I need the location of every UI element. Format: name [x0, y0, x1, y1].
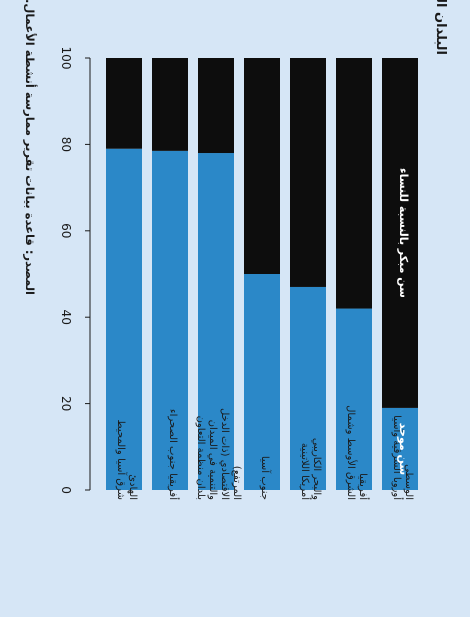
category-label: أوروبا الشرقية وآسيا — [391, 415, 404, 500]
value-axis-tick-label: 0 — [59, 486, 73, 494]
value-axis-tick-label: 80 — [59, 137, 73, 152]
bar-segment-uniform-age — [198, 153, 234, 491]
category-label: بلدان منظمة التعاون — [195, 416, 206, 500]
bar-segment-earlier-age-women — [152, 58, 188, 151]
bar-segment-uniform-age — [244, 274, 280, 490]
bar-segment-uniform-age — [106, 148, 142, 490]
bar-segment-earlier-age-women — [106, 58, 142, 149]
category-label: والتنمية في الميدان — [207, 420, 218, 500]
bar-segment-uniform-age — [290, 286, 326, 490]
bar-segment-uniform-age — [152, 150, 188, 490]
chart-source: المصدر: قاعدة بيانات تقرير ممارسة أنشطة … — [23, 0, 38, 295]
bar-segment-earlier-age-women — [290, 58, 326, 287]
category-label: شرق آسيا والمحيط — [115, 419, 128, 500]
category-label: الوسطى — [403, 464, 414, 500]
plot-area: 0 20 40 60 80 100 أوروبا الشرقية وآسيا الوسطى ال… — [59, 47, 418, 500]
series-label-earlier-age-women: سن مبكر بالنسبة للنساء — [397, 168, 410, 298]
category-label: أمريكا اللاتينية — [299, 443, 312, 500]
value-axis-tick-label: 100 — [59, 47, 73, 70]
value-axis-tick-label: 20 — [59, 396, 73, 411]
bar-segment-earlier-age-women — [198, 58, 234, 154]
value-axis-tick-label: 40 — [59, 310, 73, 325]
bar-segment-earlier-age-women — [382, 58, 418, 408]
bar-segment-uniform-age — [336, 308, 372, 490]
category-label: جنوب آسيا — [259, 456, 272, 500]
bar-segment-earlier-age-women — [336, 58, 372, 309]
category-label: أفريقيا جنوب الصحراء — [167, 409, 180, 500]
category-label: الهادئ — [127, 474, 138, 500]
bar-segment-uniform-age — [382, 407, 418, 490]
category-label: المرتفع) — [231, 466, 242, 500]
chart-title: البلدان القائمة بتطبيق سن تقاعد موحد بال… — [433, 0, 448, 55]
value-axis-tick-label: 60 — [59, 223, 73, 238]
bar-segment-earlier-age-women — [244, 58, 280, 274]
category-label: الاقتصادي (ذات الدخل — [219, 408, 230, 500]
category-label: الشرق الأوسط وشمال — [345, 405, 358, 500]
series-label-uniform-age: سن موحد — [397, 423, 410, 476]
category-label: أفريقيا — [357, 473, 370, 500]
category-label: والبحر الكاريبي — [311, 438, 322, 500]
